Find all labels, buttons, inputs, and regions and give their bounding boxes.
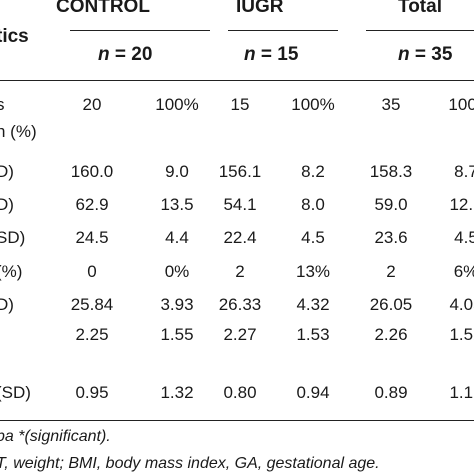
table-cell: 0.80 — [223, 383, 257, 402]
table-cell: 2 — [386, 262, 396, 281]
table-cell: 2.26 — [374, 325, 408, 344]
table-cell: 0.95 — [75, 383, 109, 402]
table-cell: 15 — [230, 95, 250, 114]
table-cell: 20 — [82, 95, 102, 114]
table-cell: 100° — [448, 95, 474, 114]
header-divider-total — [366, 30, 474, 31]
n-iugr: n = 15 — [244, 44, 299, 65]
table-cell: 2.25 — [75, 325, 109, 344]
table-header-rule — [0, 80, 474, 81]
table-cell: 4.5 — [301, 228, 325, 247]
table-cell: 26.05 — [369, 295, 413, 314]
table-cell: 54.1 — [223, 195, 257, 214]
table-cell: 12.1 — [449, 195, 474, 214]
n-control: n = 20 — [98, 44, 153, 65]
row-label: D) — [0, 295, 14, 314]
table-cell: 1.32 — [160, 383, 194, 402]
table-cell: 22.4 — [223, 228, 257, 247]
table-cell: 35 — [381, 95, 401, 114]
table-bottom-rule — [0, 420, 474, 421]
row-label: (%) — [0, 262, 23, 281]
table-cell: 8.7 — [454, 162, 474, 181]
table-cell: 13% — [295, 262, 331, 281]
header-divider-control — [70, 30, 210, 31]
footnote: T, weight; BMI, body mass index, GA, ges… — [0, 455, 380, 472]
table-cell: 4.05 — [449, 295, 474, 314]
table-cell: 8.2 — [301, 162, 325, 181]
n-total: n = 35 — [398, 44, 453, 65]
table-cell: 13.5 — [160, 195, 194, 214]
table-cell: 2.27 — [223, 325, 257, 344]
row-label: s — [0, 95, 5, 114]
table-cell: 25.84 — [70, 295, 114, 314]
table-cell: 158.3 — [369, 162, 413, 181]
table-cell: 100% — [155, 95, 199, 114]
table-cell: 62.9 — [75, 195, 109, 214]
table-cell: 0 — [87, 262, 97, 281]
table-cell: 26.33 — [218, 295, 262, 314]
table-cell: 1.16 — [449, 383, 474, 402]
table-cell: 8.0 — [301, 195, 325, 214]
row-label: n (%) — [0, 122, 37, 141]
table-cell: 2 — [235, 262, 245, 281]
table-cell: 4.5 — [454, 228, 474, 247]
table-cell: 59.0 — [374, 195, 408, 214]
group-header-iugr: IUGR — [236, 0, 284, 17]
group-header-total: Total — [398, 0, 442, 17]
header-divider-iugr — [228, 30, 338, 31]
table-cell: 1.55 — [160, 325, 194, 344]
row-label: SD) — [0, 228, 26, 247]
table-cell: 1.52 — [449, 325, 474, 344]
table-cell: 24.5 — [75, 228, 109, 247]
table-cell: 0.89 — [374, 383, 408, 402]
row-label: D) — [0, 195, 14, 214]
row-header-label: tics — [0, 26, 29, 47]
table-cell: 9.0 — [165, 162, 189, 181]
table-cell: 6% — [453, 262, 474, 281]
table-cell: 3.93 — [160, 295, 194, 314]
table-cell: 23.6 — [374, 228, 408, 247]
row-label: (SD) — [0, 383, 31, 402]
table-cell: 156.1 — [218, 162, 262, 181]
row-label: D) — [0, 162, 14, 181]
footnote: pa *(significant). — [0, 428, 111, 445]
table-cell: 0% — [164, 262, 190, 281]
table-cell: 1.53 — [296, 325, 330, 344]
table-cell: 0.94 — [296, 383, 330, 402]
table-cell: 4.4 — [165, 228, 189, 247]
group-header-control: CONTROL — [56, 0, 150, 17]
table-cell: 4.32 — [296, 295, 330, 314]
table-cell: 100% — [291, 95, 335, 114]
table-cell: 160.0 — [70, 162, 114, 181]
